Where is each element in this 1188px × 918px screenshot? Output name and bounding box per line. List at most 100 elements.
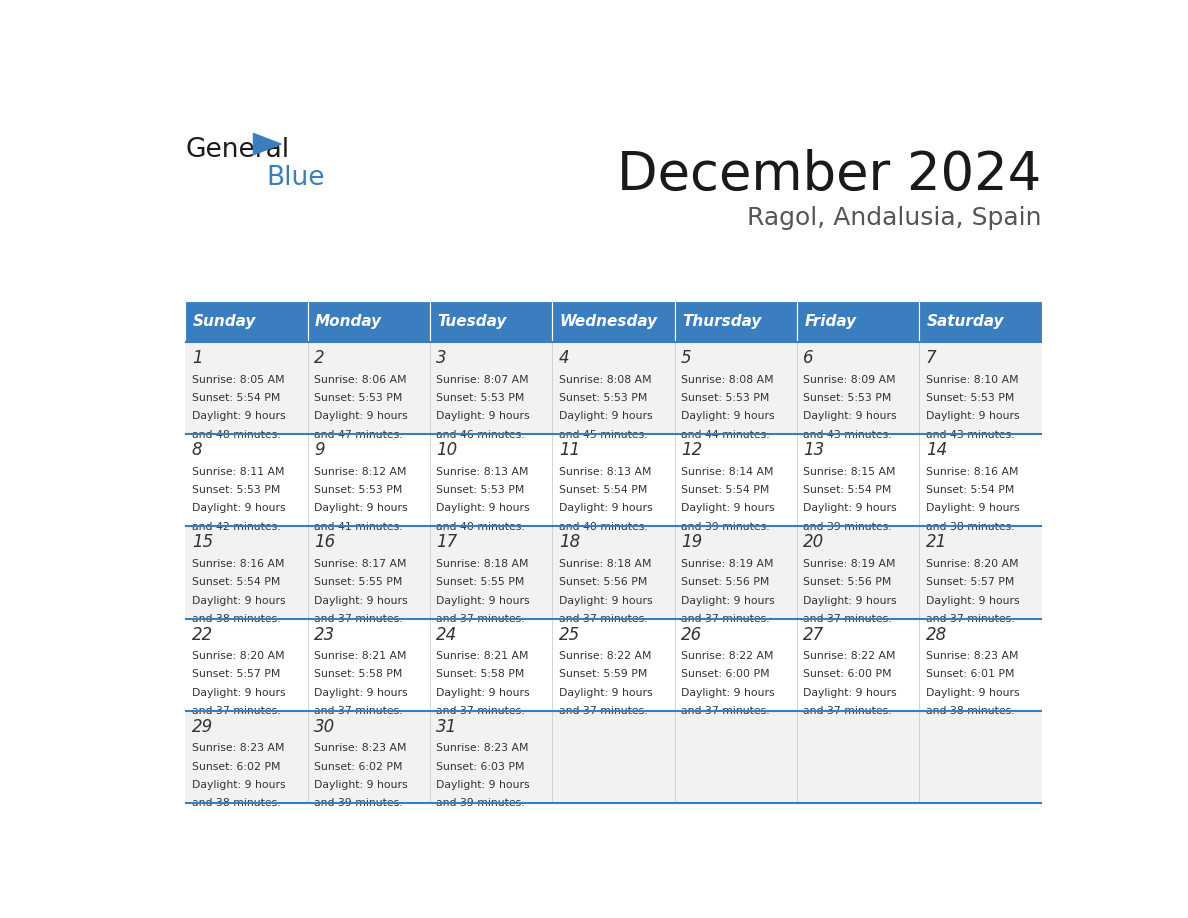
Text: and 37 minutes.: and 37 minutes.: [803, 706, 892, 716]
Bar: [675, 526, 797, 619]
Text: Sunset: 5:57 PM: Sunset: 5:57 PM: [191, 669, 280, 679]
Text: and 37 minutes.: and 37 minutes.: [436, 706, 525, 716]
Bar: [552, 342, 675, 434]
Text: Daylight: 9 hours: Daylight: 9 hours: [191, 411, 285, 421]
Text: Daylight: 9 hours: Daylight: 9 hours: [803, 503, 897, 513]
Text: 31: 31: [436, 718, 457, 735]
Bar: [185, 526, 308, 619]
Text: Sunrise: 8:16 AM: Sunrise: 8:16 AM: [925, 466, 1018, 476]
Text: Daylight: 9 hours: Daylight: 9 hours: [436, 411, 530, 421]
Text: Sunrise: 8:22 AM: Sunrise: 8:22 AM: [681, 651, 773, 661]
Text: 15: 15: [191, 533, 213, 552]
Bar: [430, 619, 552, 711]
Text: and 38 minutes.: and 38 minutes.: [925, 706, 1015, 716]
Bar: [920, 342, 1042, 434]
Text: Sunset: 5:53 PM: Sunset: 5:53 PM: [803, 393, 892, 403]
Text: Daylight: 9 hours: Daylight: 9 hours: [314, 411, 407, 421]
Text: and 39 minutes.: and 39 minutes.: [803, 521, 892, 532]
Text: and 40 minutes.: and 40 minutes.: [436, 521, 525, 532]
Text: 27: 27: [803, 625, 824, 644]
Bar: [308, 301, 430, 342]
Text: Daylight: 9 hours: Daylight: 9 hours: [558, 411, 652, 421]
Text: 4: 4: [558, 349, 569, 367]
Text: Sunset: 5:55 PM: Sunset: 5:55 PM: [436, 577, 525, 588]
Text: Sunrise: 8:19 AM: Sunrise: 8:19 AM: [803, 559, 896, 569]
Bar: [797, 342, 920, 434]
Text: and 48 minutes.: and 48 minutes.: [191, 430, 280, 440]
Bar: [430, 342, 552, 434]
Text: and 37 minutes.: and 37 minutes.: [803, 614, 892, 624]
Text: Sunset: 6:02 PM: Sunset: 6:02 PM: [191, 762, 280, 772]
Text: Ragol, Andalusia, Spain: Ragol, Andalusia, Spain: [747, 206, 1042, 230]
Bar: [185, 434, 308, 526]
Bar: [185, 619, 308, 711]
Text: Friday: Friday: [804, 314, 857, 329]
Text: and 37 minutes.: and 37 minutes.: [681, 706, 770, 716]
Text: Daylight: 9 hours: Daylight: 9 hours: [803, 411, 897, 421]
Text: Sunrise: 8:21 AM: Sunrise: 8:21 AM: [314, 651, 406, 661]
Bar: [920, 711, 1042, 803]
Bar: [920, 619, 1042, 711]
Bar: [675, 619, 797, 711]
Text: 21: 21: [925, 533, 947, 552]
Text: 18: 18: [558, 533, 580, 552]
Text: Sunset: 5:56 PM: Sunset: 5:56 PM: [681, 577, 770, 588]
Text: Daylight: 9 hours: Daylight: 9 hours: [558, 503, 652, 513]
Bar: [430, 434, 552, 526]
Bar: [552, 434, 675, 526]
Text: Sunrise: 8:21 AM: Sunrise: 8:21 AM: [436, 651, 529, 661]
Text: 19: 19: [681, 533, 702, 552]
Bar: [185, 301, 308, 342]
Text: Sunrise: 8:20 AM: Sunrise: 8:20 AM: [191, 651, 284, 661]
Text: Tuesday: Tuesday: [437, 314, 507, 329]
Text: and 38 minutes.: and 38 minutes.: [925, 521, 1015, 532]
Bar: [797, 526, 920, 619]
Text: Sunrise: 8:09 AM: Sunrise: 8:09 AM: [803, 375, 896, 385]
Text: Daylight: 9 hours: Daylight: 9 hours: [681, 503, 775, 513]
Text: 14: 14: [925, 442, 947, 459]
Text: Sunrise: 8:20 AM: Sunrise: 8:20 AM: [925, 559, 1018, 569]
Text: Daylight: 9 hours: Daylight: 9 hours: [925, 596, 1019, 606]
Text: Sunrise: 8:19 AM: Sunrise: 8:19 AM: [681, 559, 773, 569]
Text: 24: 24: [436, 625, 457, 644]
Bar: [797, 711, 920, 803]
Text: and 39 minutes.: and 39 minutes.: [436, 799, 525, 809]
Text: 9: 9: [314, 442, 324, 459]
Bar: [675, 711, 797, 803]
Text: and 39 minutes.: and 39 minutes.: [314, 799, 403, 809]
Text: Daylight: 9 hours: Daylight: 9 hours: [436, 596, 530, 606]
Text: Sunset: 5:54 PM: Sunset: 5:54 PM: [925, 485, 1015, 495]
Text: Daylight: 9 hours: Daylight: 9 hours: [436, 503, 530, 513]
Text: Daylight: 9 hours: Daylight: 9 hours: [803, 596, 897, 606]
Bar: [308, 526, 430, 619]
Text: Sunset: 6:02 PM: Sunset: 6:02 PM: [314, 762, 403, 772]
Text: and 43 minutes.: and 43 minutes.: [925, 430, 1015, 440]
Text: 16: 16: [314, 533, 335, 552]
Text: Sunset: 5:54 PM: Sunset: 5:54 PM: [803, 485, 892, 495]
Text: Sunset: 5:54 PM: Sunset: 5:54 PM: [681, 485, 770, 495]
Text: Sunrise: 8:23 AM: Sunrise: 8:23 AM: [925, 651, 1018, 661]
Text: Sunset: 5:57 PM: Sunset: 5:57 PM: [925, 577, 1015, 588]
Text: Daylight: 9 hours: Daylight: 9 hours: [681, 596, 775, 606]
Text: Sunday: Sunday: [192, 314, 257, 329]
Text: Sunrise: 8:10 AM: Sunrise: 8:10 AM: [925, 375, 1018, 385]
Text: Sunrise: 8:23 AM: Sunrise: 8:23 AM: [314, 744, 406, 754]
Text: and 46 minutes.: and 46 minutes.: [436, 430, 525, 440]
Text: 23: 23: [314, 625, 335, 644]
Text: Sunrise: 8:18 AM: Sunrise: 8:18 AM: [558, 559, 651, 569]
Text: Sunset: 6:01 PM: Sunset: 6:01 PM: [925, 669, 1015, 679]
Bar: [308, 342, 430, 434]
Text: Sunset: 5:53 PM: Sunset: 5:53 PM: [925, 393, 1015, 403]
Bar: [308, 711, 430, 803]
Text: Daylight: 9 hours: Daylight: 9 hours: [558, 688, 652, 698]
Text: 20: 20: [803, 533, 824, 552]
Text: Sunrise: 8:14 AM: Sunrise: 8:14 AM: [681, 466, 773, 476]
Text: and 44 minutes.: and 44 minutes.: [681, 430, 770, 440]
Bar: [552, 619, 675, 711]
Text: Sunrise: 8:05 AM: Sunrise: 8:05 AM: [191, 375, 284, 385]
Text: Daylight: 9 hours: Daylight: 9 hours: [314, 503, 407, 513]
Text: and 42 minutes.: and 42 minutes.: [191, 521, 280, 532]
Text: Sunset: 6:03 PM: Sunset: 6:03 PM: [436, 762, 525, 772]
Polygon shape: [253, 133, 282, 155]
Text: and 37 minutes.: and 37 minutes.: [191, 706, 280, 716]
